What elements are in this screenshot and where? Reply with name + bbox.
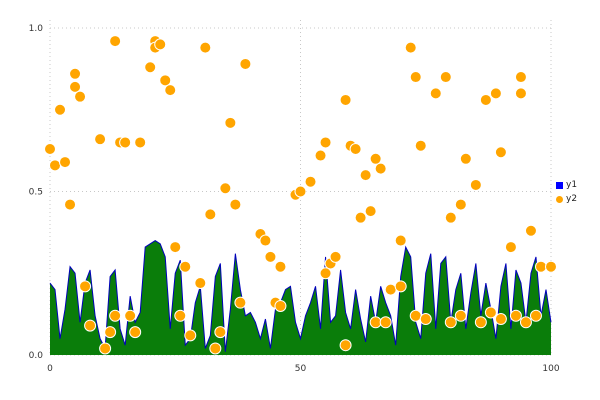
- svg-text:100: 100: [542, 364, 559, 374]
- legend: y1 y2: [556, 179, 577, 205]
- svg-text:0.0: 0.0: [29, 351, 44, 361]
- svg-text:0: 0: [47, 364, 53, 374]
- svg-text:50: 50: [295, 364, 307, 374]
- legend-label-y1: y1: [566, 180, 578, 190]
- svg-text:0.5: 0.5: [29, 188, 43, 198]
- legend-item-y1: y1: [556, 179, 577, 191]
- y2-circle-marker-icon: [556, 195, 563, 203]
- legend-item-y2: y2: [556, 193, 577, 205]
- svg-text:1.0: 1.0: [29, 24, 44, 34]
- legend-label-y2: y2: [566, 194, 578, 204]
- y1-square-marker-icon: [556, 181, 563, 189]
